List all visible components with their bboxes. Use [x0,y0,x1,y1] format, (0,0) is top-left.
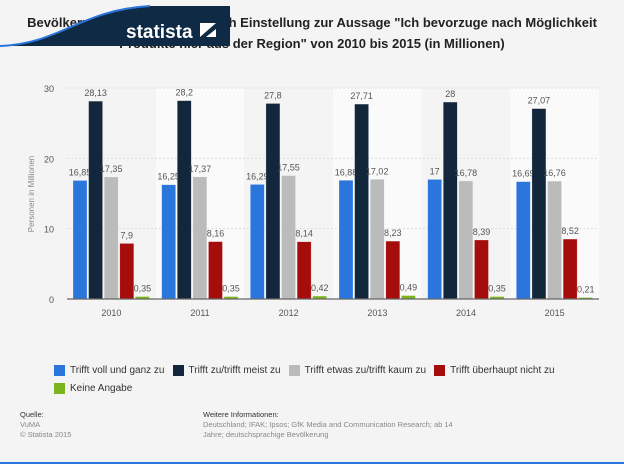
legend-swatch [172,364,184,376]
bar [296,241,312,300]
bar [516,181,531,300]
data-label: 27,07 [528,96,551,106]
bar [250,184,265,300]
legend-label: Trifft zu/trifft meist zu [188,364,281,376]
bar [562,238,578,300]
x-tick-label: 2015 [545,308,565,318]
data-label: 0,35 [134,284,152,294]
bar [208,241,223,300]
bar [103,176,119,300]
data-label: 0,35 [488,284,506,294]
info-line-1: Deutschland; IFAK; Ipsos; GfK Media and … [203,420,453,429]
x-tick-label: 2011 [190,308,209,318]
data-label: 0,49 [400,283,418,293]
bar [385,240,401,300]
legend-item[interactable]: Keine Angabe [54,379,132,397]
x-tick-label: 2013 [367,308,387,318]
bar [338,180,354,300]
svg-text:statista: statista [126,22,193,43]
bar [443,101,458,300]
legend-item[interactable]: Trifft zu/trifft meist zu [172,361,281,379]
data-label: 7,9 [121,230,134,240]
legend-item[interactable]: Trifft überhaupt nicht zu [434,361,555,379]
bar [177,100,192,300]
data-label: 27,71 [350,91,373,101]
legend-swatch [54,364,65,376]
data-label: 28,13 [84,88,107,98]
bar [161,184,176,300]
bar [72,180,88,300]
legend-swatch [54,382,65,394]
data-label: 8,16 [207,229,225,239]
legend-label: Trifft voll und ganz zu [70,364,165,376]
source: VuMA [20,420,41,429]
bar [474,239,489,300]
x-tick-label: 2012 [279,308,299,318]
data-label: 17 [430,166,440,176]
legend-label: Trifft überhaupt nicht zu [450,364,555,376]
legend: Trifft voll und ganz zu Trifft zu/trifft … [54,361,614,397]
info-line-2: Jahre; deutschsprachige Bevölkerung [203,430,329,439]
bar [88,100,103,300]
legend-item[interactable]: Trifft etwas zu/trifft kaum zu [288,361,427,379]
y-tick-label: 10 [44,225,54,235]
statista-logo[interactable]: statista [0,0,230,48]
source-label: Quelle: [20,410,44,419]
y-axis-label: Personen in Millionen [27,156,36,233]
bottom-line [0,462,624,464]
bar [265,103,281,300]
bar [547,180,562,300]
bar [192,176,208,300]
bar [354,103,369,300]
legend-label: Keine Angabe [70,382,133,394]
data-label: 17,37 [189,164,212,174]
data-label: 16,88 [335,167,358,177]
data-label: 8,52 [561,226,579,236]
data-label: 8,14 [295,229,313,239]
data-label: 16,29 [246,171,269,181]
data-label: 8,23 [384,228,402,238]
data-label: 16,78 [455,168,478,178]
legend-item[interactable]: Trifft voll und ganz zu [54,361,165,379]
info-label: Weitere Informationen: [203,410,279,419]
bar [369,179,385,300]
copyright: © Statista 2015 [20,430,72,439]
y-tick-label: 0 [49,295,54,305]
bar [458,180,474,300]
data-label: 17,55 [277,163,300,173]
data-label: 0,42 [311,283,329,293]
legend-swatch [434,364,446,376]
data-label: 28 [445,89,455,99]
source-block: Quelle: VuMA © Statista 2015 [20,410,71,440]
data-label: 16,69 [512,169,535,179]
data-label: 0,35 [222,284,240,294]
data-label: 16,85 [69,167,92,177]
data-label: 27,8 [264,90,282,100]
data-label: 28,2 [176,88,194,98]
bar [427,179,442,300]
info-block: Weitere Informationen: Deutschland; IFAK… [203,410,483,440]
legend-swatch [288,364,300,376]
x-tick-label: 2010 [101,308,121,318]
bar [281,175,296,300]
data-label: 0,21 [577,285,595,295]
data-label: 16,76 [543,168,566,178]
y-tick-label: 30 [44,84,54,94]
legend-label: Trifft etwas zu/trifft kaum zu [304,364,427,376]
data-label: 8,39 [473,227,491,237]
data-label: 17,02 [366,166,389,176]
data-label: 16,25 [157,172,180,182]
data-label: 17,35 [100,164,123,174]
bar [531,108,547,300]
bar [119,243,135,300]
y-tick-label: 20 [44,154,54,164]
x-tick-label: 2014 [456,308,476,318]
bar-chart: 0 10 20 30 Personen in Millionen 16,85 28,13 17… [27,84,599,318]
